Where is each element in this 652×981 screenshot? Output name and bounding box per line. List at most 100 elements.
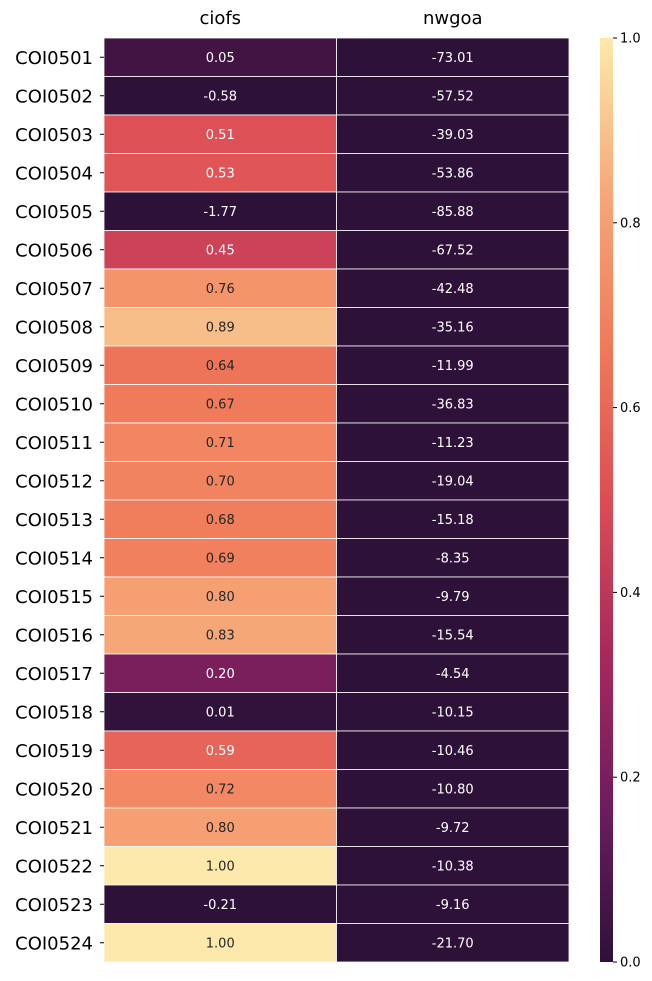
row-label: COI0518 (15, 702, 93, 723)
cell-value-label: 0.01 (206, 705, 235, 720)
cell-value-label: 0.53 (206, 166, 235, 181)
cell-value-label: 0.45 (206, 243, 235, 258)
heatmap-cell (336, 730, 570, 770)
cell-value-label: -10.38 (432, 859, 474, 874)
heatmap-cell (103, 884, 337, 924)
heatmap-cell (336, 923, 570, 963)
cell-value-label: -8.35 (436, 551, 470, 566)
heatmap-cell (103, 461, 337, 501)
colorbar-tick-label: 0.0 (620, 956, 641, 971)
heatmap-cell (103, 268, 337, 308)
cell-value-label: -53.86 (432, 166, 474, 181)
colorbar-tick-label: 0.8 (620, 216, 641, 231)
heatmap-cell (103, 114, 337, 154)
heatmap-cell (103, 76, 337, 116)
cell-value-label: 0.69 (206, 551, 235, 566)
heatmap-cell (103, 422, 337, 462)
cell-value-label: 0.59 (206, 744, 235, 759)
row-label: COI0524 (15, 933, 93, 954)
colorbar-tick-label: 0.6 (620, 401, 641, 416)
row-label: COI0504 (15, 163, 93, 184)
cell-value-label: -73.01 (432, 51, 474, 66)
cell-value-label: 0.70 (206, 474, 235, 489)
row-label: COI0505 (15, 202, 93, 223)
row-label: COI0522 (15, 856, 93, 877)
heatmap-cell (103, 730, 337, 770)
row-label: COI0521 (15, 818, 93, 839)
row-label: COI0506 (15, 240, 93, 261)
heatmap-cell (336, 268, 570, 308)
heatmap-cell (336, 499, 570, 539)
cell-value-label: -42.48 (432, 282, 474, 297)
cell-value-label: -11.99 (432, 359, 474, 374)
heatmap-cell (336, 114, 570, 154)
cell-value-label: -57.52 (432, 89, 474, 104)
cell-value-label: -1.77 (203, 205, 237, 220)
cell-value-label: -15.54 (432, 628, 474, 643)
cell-value-label: -10.46 (432, 744, 474, 759)
column-label: ciofs (199, 8, 241, 29)
cell-value-label: -9.72 (436, 821, 470, 836)
heatmap-cell (336, 538, 570, 578)
heatmap-cell (336, 807, 570, 847)
row-tick-labels: COI0501 COI0502 COI0503 COI0504 COI0505 COI05… (15, 48, 104, 954)
heatmap-cell (336, 37, 570, 77)
cell-value-label: -35.16 (432, 320, 474, 335)
heatmap-cell (103, 538, 337, 578)
row-label: COI0503 (15, 125, 93, 146)
column-tick-labels: ciofs nwgoa (199, 8, 482, 29)
heatmap-cell (103, 615, 337, 655)
heatmap-cell (103, 846, 337, 886)
cell-value-label: 0.68 (206, 513, 235, 528)
heatmap-cells: 0.05 -73.01 -0.58 -57.52 0.51 -39.03 0.53 -53.8… (103, 37, 570, 963)
heatmap-cell (336, 692, 570, 732)
cell-value-label: 0.72 (206, 782, 235, 797)
row-label: COI0519 (15, 741, 93, 762)
cell-value-label: -9.16 (436, 898, 470, 913)
heatmap-cell (336, 153, 570, 193)
column-label: nwgoa (423, 8, 483, 29)
heatmap-cell (103, 769, 337, 809)
heatmap-cell (103, 499, 337, 539)
heatmap-cell (103, 692, 337, 732)
heatmap-cell (103, 923, 337, 963)
row-label: COI0511 (15, 433, 93, 454)
cell-value-label: 0.80 (206, 821, 235, 836)
cell-value-label: -10.15 (432, 705, 474, 720)
colorbar-tick-label: 1.0 (620, 32, 641, 47)
heatmap-cell (336, 191, 570, 231)
heatmap-cell (336, 384, 570, 424)
heatmap-cell (336, 576, 570, 616)
heatmap-cell (336, 846, 570, 886)
heatmap-cell (336, 461, 570, 501)
cell-value-label: 0.89 (206, 320, 235, 335)
row-label: COI0502 (15, 86, 93, 107)
cell-value-label: -9.79 (436, 590, 470, 605)
cell-value-label: 0.05 (206, 51, 235, 66)
heatmap-cell (103, 576, 337, 616)
cell-value-label: -85.88 (432, 205, 474, 220)
cell-value-label: 0.20 (206, 667, 235, 682)
cell-value-label: -0.21 (203, 898, 237, 913)
row-label: COI0515 (15, 587, 93, 608)
row-label: COI0516 (15, 625, 93, 646)
heatmap-cell (103, 37, 337, 77)
heatmap-cell (336, 307, 570, 347)
cell-value-label: 0.76 (206, 282, 235, 297)
colorbar-gradient (600, 38, 613, 962)
heatmap-cell (336, 884, 570, 924)
row-label: COI0517 (15, 664, 93, 685)
cell-value-label: 0.51 (206, 128, 235, 143)
cell-value-label: -21.70 (432, 936, 474, 951)
cell-value-label: -4.54 (436, 667, 470, 682)
cell-value-label: 0.64 (206, 359, 235, 374)
cell-value-label: -0.58 (203, 89, 237, 104)
row-label: COI0510 (15, 394, 93, 415)
heatmap-cell (336, 422, 570, 462)
colorbar-tick-label: 0.4 (620, 586, 641, 601)
cell-value-label: -19.04 (432, 474, 474, 489)
row-label: COI0507 (15, 279, 93, 300)
cell-value-label: 0.80 (206, 590, 235, 605)
row-label: COI0514 (15, 548, 93, 569)
